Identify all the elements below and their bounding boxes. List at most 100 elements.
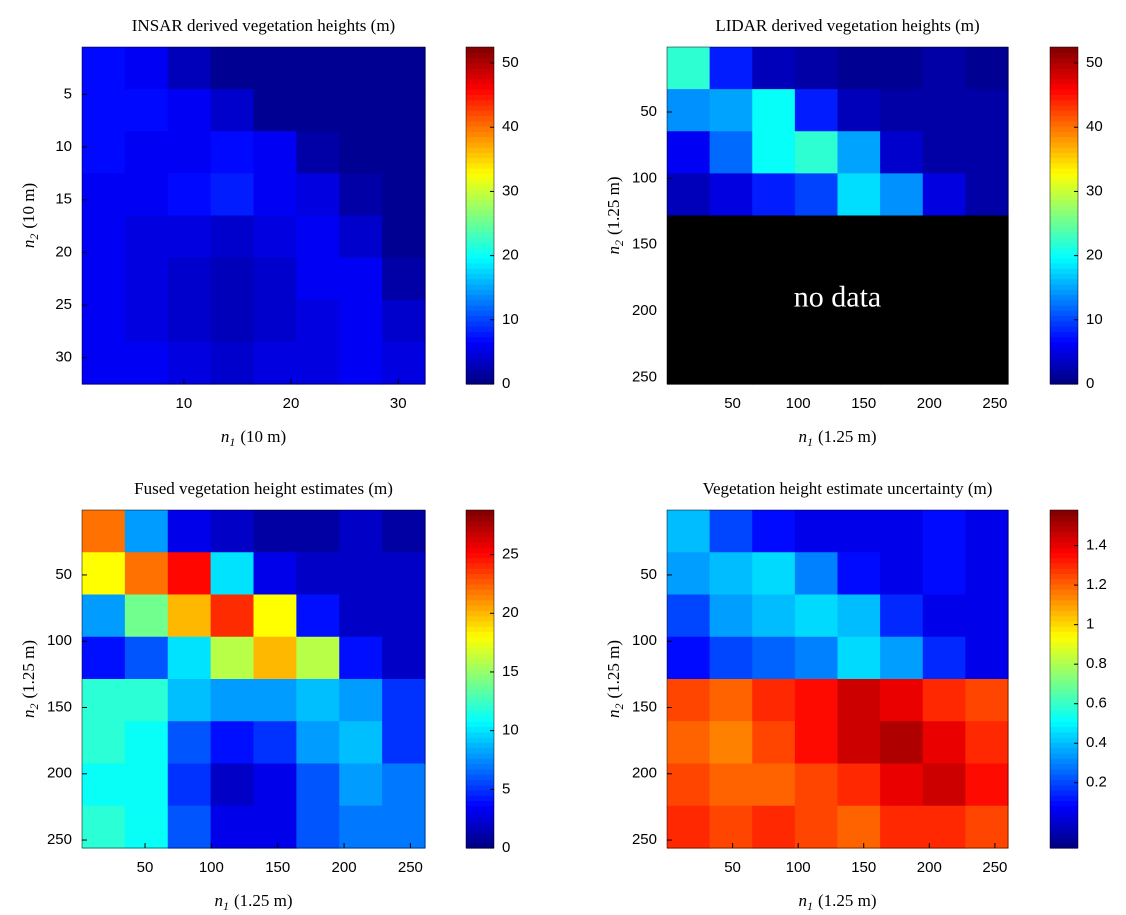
heat-cell [210,552,255,596]
y-tick-label: 150 [47,698,72,715]
x-axis-label-unit: (1.25 m) [818,891,877,910]
heat-cell [382,215,426,259]
colorbar-segment [466,52,494,59]
x-axis-label: n1 (1.25 m) [798,427,876,449]
heat-cell [339,215,383,259]
colorbar-segment [1050,694,1078,701]
heat-cell [837,47,881,90]
heat-cell [253,679,297,722]
colorbar-segment [466,320,494,327]
colorbar-frame [465,509,495,849]
colorbar-segment [1050,710,1078,717]
colorbar-segment [1050,352,1078,359]
heat-cell [667,594,711,638]
colorbar-segment [466,110,494,117]
heat-cell [82,47,126,90]
heat-cell [880,47,924,90]
heat-cell [922,173,966,217]
heat-cell [296,215,340,259]
heat-cell [253,763,297,807]
colorbar-segment [466,726,494,733]
colorbar-segment [466,373,494,380]
colorbar-segment [1050,626,1078,633]
heat-cell [210,594,255,638]
y-tick-label: 100 [632,632,657,649]
colorbar-segment [466,215,494,222]
heat-cell [794,257,839,301]
colorbar-segment [1050,731,1078,738]
heat-cell [965,47,1009,90]
heat-cell [124,805,169,849]
colorbar-segment [1050,362,1078,369]
heat-cell [124,173,169,217]
heat-cell [965,763,1009,807]
colorbar-segment [1050,599,1078,606]
heat-cell [794,552,839,596]
heat-cell [965,131,1009,174]
colorbar-tick-label: 0 [1086,375,1094,392]
heat-cell [339,594,383,638]
colorbar-segment [1050,147,1078,153]
colorbar-tick-label: 1 [1086,616,1094,633]
colorbar-segment [1050,779,1078,786]
heat-cell [124,47,169,90]
heat-cell [794,763,839,807]
colorbar-segment [1050,832,1078,839]
colorbar-segment [1050,620,1078,627]
heat-cell [667,47,711,90]
heat-cell [339,805,383,849]
colorbar-segment [466,742,494,749]
colorbar-segment [1050,94,1078,101]
heat-cell [880,257,924,301]
colorbar-segment [1050,373,1078,380]
heat-cell [167,805,212,849]
x-axis-label-sub: 1 [807,899,813,913]
colorbar-tick-label: 10 [502,311,519,328]
colorbar-segment [1050,120,1078,127]
colorbar-segment [466,737,494,743]
heat-cell [296,299,340,343]
heat-cell [880,299,924,343]
colorbar-segment [466,131,494,138]
plot-frame [666,46,1009,385]
heat-cell [339,636,383,680]
heat-cell [82,131,126,174]
colorbar-segment [1050,247,1078,253]
x-axis-label-sub: 1 [807,435,813,449]
colorbar-segment [466,826,494,833]
colorbar-segment [466,626,494,633]
heat-cell [382,341,426,385]
heat-cell [709,215,753,259]
colorbar-segment [1050,204,1078,211]
colorbar-segment [1050,347,1078,354]
colorbar-segment [466,204,494,211]
colorbar-segment [466,241,494,248]
y-tick-label: 200 [632,765,657,782]
colorbar-segment [466,236,494,243]
colorbar-segment [466,684,494,691]
y-axis-label-var: n [604,246,623,255]
y-axis-label-var: n [604,710,623,719]
heat-cell [880,173,924,217]
heat-cell [880,636,924,680]
x-axis-label-var: n [221,427,230,446]
x-axis-label-unit: (1.25 m) [818,427,877,446]
colorbar-segment [1050,615,1078,622]
colorbar-segment [1050,310,1078,317]
colorbar-tick-label: 0 [502,839,510,856]
colorbar-tick-label: 20 [1086,247,1103,264]
heat-cell [124,299,169,343]
colorbar-segment [466,362,494,369]
heat-cell [667,341,711,385]
heat-cell [253,552,297,596]
heat-cell [965,510,1009,553]
colorbar-segment [1050,215,1078,222]
colorbar-tick-label: 30 [1086,182,1103,199]
colorbar-segment [466,715,494,722]
colorbar-segment [466,763,494,770]
heat-cell [296,47,340,90]
colorbar-tick-label: 25 [502,546,519,563]
heat-cell [922,89,966,132]
heat-cell [210,721,255,765]
x-tick-label: 250 [982,395,1007,412]
